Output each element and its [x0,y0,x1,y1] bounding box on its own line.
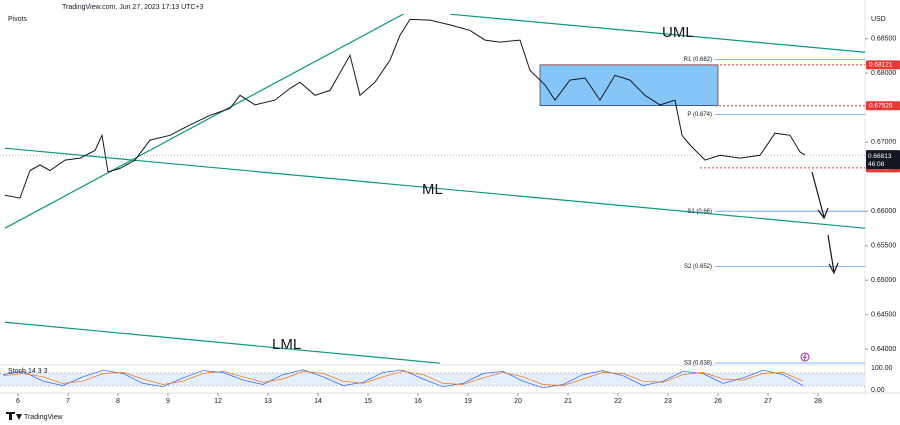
pivot-label: R1 (0.682) [684,57,712,63]
stoch-params: 14 3 3 [28,368,48,375]
footer-logo [6,412,22,420]
trendline-label: UML [662,24,694,41]
price-tag-value: 0.66813 [868,153,892,160]
x-tick-label: 20 [514,398,522,405]
y-axis-label: USD [871,16,886,23]
x-tick-label: 9 [166,398,170,405]
series-line [2,369,804,389]
y-tick-label: 0.68000 [871,70,896,77]
pivot-label: S1 (0.66) [687,209,712,215]
arrow [827,234,839,275]
price-tag [866,150,900,170]
x-tick-label: 23 [664,398,672,405]
price-pane [0,14,865,364]
y-tick-label: 0.65500 [871,243,896,250]
trendline [4,14,405,229]
x-tick-label: 22 [614,398,622,405]
x-tick-label: 26 [714,398,722,405]
event-icon [800,352,810,362]
series-line [2,370,804,386]
stoch-title: Stoch [8,368,26,375]
y-tick-label: 0.66000 [871,208,896,215]
level-tag-text: 0.68121 [869,62,893,69]
x-tick-label: 15 [364,398,372,405]
series-line [4,18,806,199]
arrow [811,171,829,220]
trendline [449,14,865,53]
chart-title: TradingView.com, Jun 27, 2023 17:13 UTC+… [62,4,204,11]
pivot-label: S3 (0.638) [684,361,712,367]
x-tick-label: 12 [214,398,222,405]
trendline [4,147,865,229]
range-box [539,64,719,106]
arrows [811,171,839,275]
pivot-label: S2 (0.652) [684,264,712,270]
y-tick-label: 0.65000 [871,277,896,284]
event-icon-bolt [802,353,807,361]
x-tick-label: 7 [66,398,70,405]
axes: 0.68500 0.68000 0.67000 0.66000 0.65500 0.650… [16,36,896,405]
trendline [4,321,441,364]
indicator-name: Pivots [8,16,28,23]
stoch-band [0,373,865,386]
footer-text: TradingView [24,414,63,421]
x-tick-label: 6 [16,398,20,405]
stoch-pane [2,369,804,389]
level-tag-text: 0.67529 [869,102,893,109]
y-tick-label: 100.00 [871,365,893,372]
trendline-label: LML [272,336,301,353]
x-tick-label: 14 [314,398,322,405]
x-tick-label: 13 [264,398,272,405]
y-tick-label: 0.67000 [871,139,896,146]
y-tick-label: 0.00 [871,387,885,394]
level-tag [866,60,900,70]
y-tick-label: 0.68500 [871,36,896,43]
x-tick-label: 21 [564,398,572,405]
level-tag [866,101,900,111]
pivot-label: P (0.674) [687,112,712,118]
price-tag-symbol: AUDUSD [872,142,900,149]
y-tick-label: 0.64500 [871,312,896,319]
x-tick-label: 8 [116,398,120,405]
x-tick-label: 27 [764,398,772,405]
x-tick-label: 16 [414,398,422,405]
trendline-label: ML [422,181,443,198]
price-tag-countdown: 46:08 [868,161,885,168]
y-tick-label: 0.64000 [871,346,896,353]
x-tick-label: 19 [464,398,472,405]
x-tick-label: 28 [814,398,822,405]
